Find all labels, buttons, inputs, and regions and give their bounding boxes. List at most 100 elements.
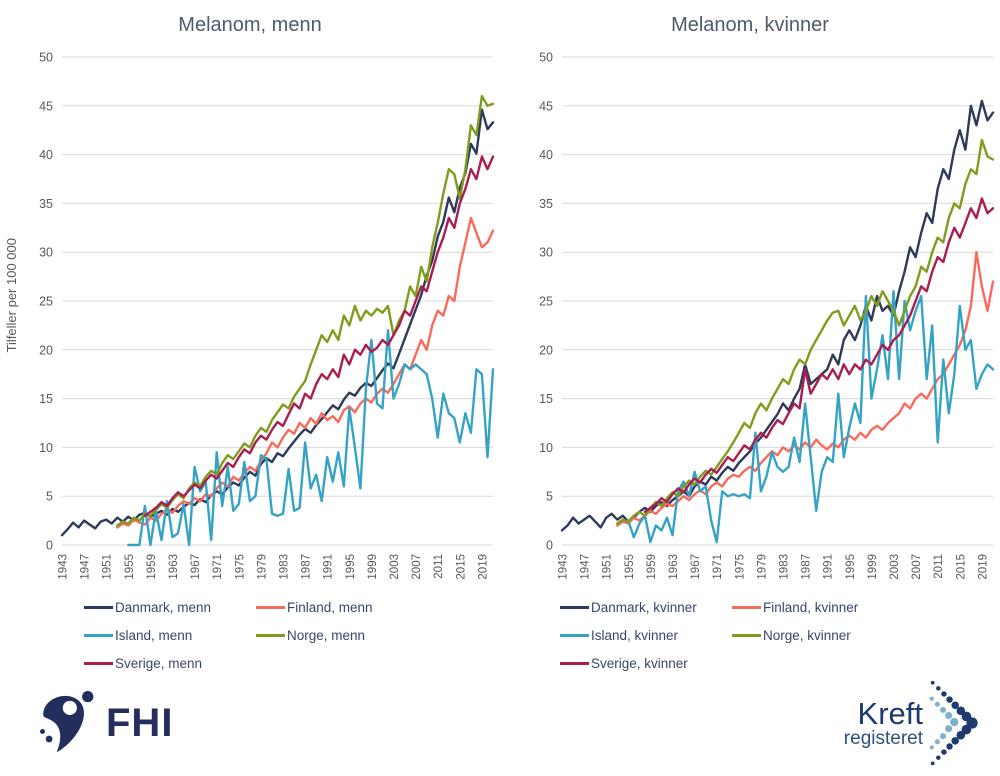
y-tick-label: 5 — [546, 490, 553, 504]
y-tick-label: 25 — [539, 295, 553, 309]
kreftregisteret-logo: Kreft registeret — [844, 677, 988, 769]
legend-item-danmark-kvinner: Danmark, kvinner — [560, 600, 732, 615]
series-line-norge-menn — [116, 94, 495, 527]
y-tick-label: 15 — [39, 392, 53, 406]
series-line-norge-kvinner — [616, 138, 995, 525]
kreft-logo-text: Kreft — [857, 695, 923, 731]
charts-row: Melanom, menn Tilfeller per 100 000 0 5 10… — [0, 4, 1000, 671]
y-tick-label: 15 — [539, 392, 553, 406]
x-tick-label: 1975 — [734, 554, 746, 580]
legend-label: Island, menn — [115, 628, 193, 643]
legend-label: Island, kvinner — [591, 628, 679, 643]
x-tick-label: 2003 — [389, 554, 401, 580]
x-tick-label: 1999 — [367, 554, 379, 580]
y-tick-label: 0 — [546, 539, 553, 553]
legend-label: Finland, menn — [287, 600, 373, 615]
legend-menn: Danmark, menn Finland, menn Island, menn… — [84, 600, 500, 671]
series-line-island-kvinner — [627, 289, 995, 544]
x-tick-label: 1991 — [323, 554, 335, 580]
legend-item-island-menn: Island, menn — [84, 628, 256, 643]
legend-item-norge-kvinner: Norge, kvinner — [732, 628, 932, 643]
x-tick-label: 1979 — [756, 554, 768, 580]
y-tick-label: 20 — [39, 343, 53, 357]
x-tick-label: 1987 — [801, 554, 813, 580]
x-tick-label: 1955 — [624, 554, 636, 580]
legend-swatch-norge-icon — [732, 634, 761, 637]
fhi-logo-text: FHI — [106, 700, 174, 745]
x-tick-label: 1987 — [301, 554, 313, 580]
legend-item-sverige-kvinner: Sverige, kvinner — [560, 656, 732, 671]
x-tick-label: 1991 — [823, 554, 835, 580]
x-tick-label: 1971 — [212, 554, 224, 580]
legend-item-finland-menn: Finland, menn — [256, 600, 456, 615]
series-line-sverige-menn — [143, 155, 495, 517]
legend-swatch-danmark-icon — [560, 606, 589, 609]
series-line-danmark-menn — [60, 108, 495, 537]
x-tick-label: 2011 — [433, 554, 445, 579]
x-tick-label: 2007 — [911, 554, 923, 580]
fhi-swoosh-icon — [40, 690, 94, 753]
legend-label: Finland, kvinner — [763, 600, 859, 615]
legend-item-island-kvinner: Island, kvinner — [560, 628, 732, 643]
x-tick-label: 1963 — [168, 554, 180, 580]
series-line-finland-kvinner — [616, 250, 995, 527]
x-tick-label: 1947 — [580, 554, 592, 580]
y-tick-label: 35 — [539, 197, 553, 211]
y-tick-label: 10 — [539, 441, 553, 455]
legend-swatch-sverige-icon — [84, 662, 113, 665]
legend-swatch-island-icon — [84, 634, 113, 637]
y-tick-label: 40 — [539, 148, 553, 162]
fhi-logo: FHI — [34, 689, 173, 757]
x-tick-label: 1943 — [558, 554, 570, 580]
series-line-island-menn — [127, 329, 495, 547]
x-tick-label: 2015 — [455, 554, 467, 580]
line-chart-menn: 0 5 10 15 20 25 30 35 40 45 50 1943 1947 1951 1955 1959… — [39, 51, 495, 580]
legend-item-danmark-menn: Danmark, menn — [84, 600, 256, 615]
x-tick-label: 1967 — [190, 554, 202, 580]
legend-swatch-sverige-icon — [560, 662, 589, 665]
y-tick-label: 25 — [39, 295, 53, 309]
x-tick-label: 1979 — [256, 554, 268, 580]
legend-swatch-norge-icon — [256, 634, 285, 637]
x-tick-label: 1947 — [80, 554, 92, 580]
x-tick-label: 2019 — [477, 554, 489, 580]
x-tick-label: 2003 — [889, 554, 901, 580]
y-tick-label: 0 — [46, 539, 53, 553]
y-tick-label: 5 — [46, 490, 53, 504]
chart-melanom-menn: Melanom, menn Tilfeller per 100 000 0 5 10… — [0, 4, 500, 671]
legend-label: Sverige, kvinner — [591, 656, 688, 671]
x-tick-label: 1943 — [58, 554, 70, 580]
x-tick-label: 1999 — [867, 554, 879, 580]
y-tick-label: 40 — [39, 148, 53, 162]
x-tick-label: 1975 — [234, 554, 246, 580]
y-tick-label: 30 — [539, 246, 553, 260]
y-tick-label: 35 — [39, 197, 53, 211]
x-tick-label: 1959 — [146, 554, 158, 580]
dotted-chevron-icon — [929, 680, 978, 766]
registeret-logo-text: registeret — [843, 728, 923, 750]
y-tick-label: 30 — [39, 246, 53, 260]
chart-melanom-kvinner: Melanom, kvinner 0 5 10 15 20 25 30 35 40 45 50 194… — [500, 4, 1000, 671]
chart-title-menn: Melanom, menn — [178, 14, 322, 36]
legend-kvinner: Danmark, kvinner Finland, kvinner Island… — [560, 600, 1000, 671]
x-tick-label: 2019 — [977, 554, 989, 580]
legend-item-norge-menn: Norge, menn — [256, 628, 456, 643]
y-tick-label: 50 — [539, 51, 553, 65]
x-tick-label: 2015 — [955, 554, 967, 580]
legend-swatch-island-icon — [560, 634, 589, 637]
chart-title-kvinner: Melanom, kvinner — [671, 14, 829, 36]
x-tick-label: 1951 — [102, 554, 114, 580]
series-line-sverige-kvinner — [643, 197, 995, 513]
x-tick-label: 1967 — [690, 554, 702, 580]
x-tick-label: 2007 — [411, 554, 423, 580]
legend-label: Norge, menn — [287, 628, 366, 643]
y-tick-label: 20 — [539, 343, 553, 357]
x-tick-label: 1995 — [345, 554, 357, 580]
y-axis-title: Tilfeller per 100 000 — [3, 237, 19, 353]
legend-label: Danmark, menn — [115, 600, 212, 615]
legend-swatch-finland-icon — [732, 606, 761, 609]
x-tick-label: 1995 — [845, 554, 857, 580]
x-tick-label: 2011 — [933, 554, 945, 579]
legend-label: Danmark, kvinner — [591, 600, 697, 615]
x-tick-label: 1971 — [712, 554, 724, 580]
